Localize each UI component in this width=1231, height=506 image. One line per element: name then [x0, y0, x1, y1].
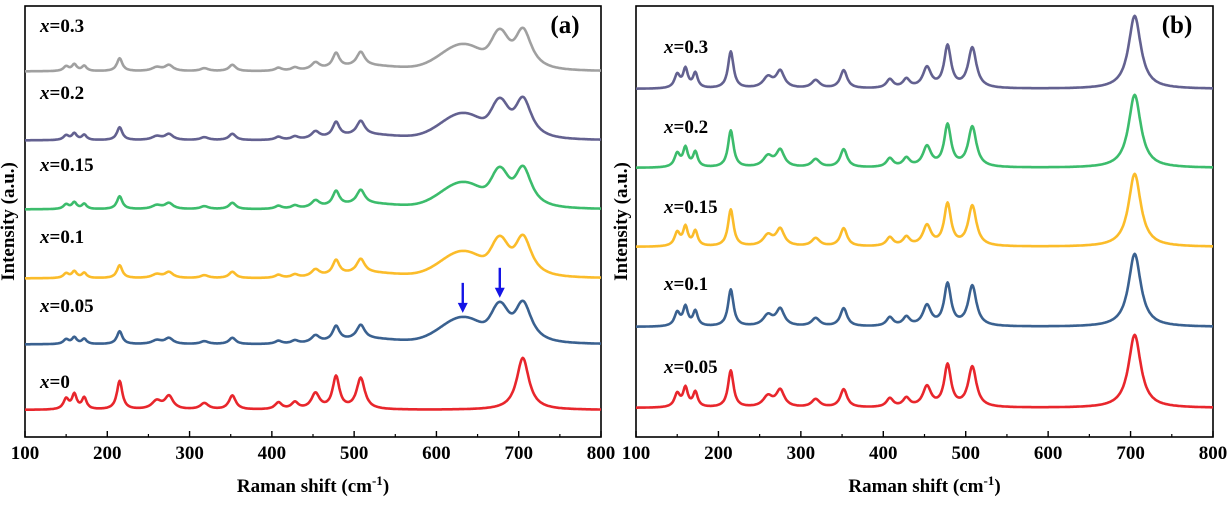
series-label: x=0.3: [39, 16, 84, 37]
panel-a-chart: 100 200 300 400 500 600 700 800 Raman shift (cm-…: [0, 5, 616, 498]
series-line: [635, 172, 1214, 248]
y-axis-title: Intensity (a.u.): [0, 162, 19, 281]
x-tick-label: 400: [258, 443, 287, 464]
x-tick-label: 100: [622, 443, 651, 464]
x-tick-label: 100: [11, 443, 40, 464]
peak-arrow-head: [457, 302, 468, 313]
x-tick-label: 500: [340, 443, 369, 464]
x-axis-title: Raman shift (cm-1): [848, 473, 1000, 498]
panel-tag: (a): [550, 12, 579, 39]
series-line: [635, 252, 1214, 328]
series-label: x=0: [39, 372, 70, 393]
x-tick-label: 300: [175, 443, 204, 464]
series-line: [24, 233, 602, 280]
x-tick-label: 700: [1116, 443, 1145, 464]
series-label: x=0.05: [39, 296, 94, 317]
x-tick-label: 800: [587, 443, 616, 464]
series-line: [635, 93, 1214, 169]
y-axis-title: Intensity (a.u.): [611, 162, 632, 281]
x-tick-label: 200: [704, 443, 733, 464]
series-line: [24, 164, 602, 211]
series-line: [24, 95, 602, 142]
x-axis-title: Raman shift (cm-1): [237, 473, 389, 498]
x-tick-label: 700: [504, 443, 533, 464]
x-tick-label: 600: [422, 443, 451, 464]
series-label: x=0.2: [39, 83, 84, 104]
x-tick-label: 300: [787, 443, 816, 464]
series-label: x=0.3: [663, 37, 708, 58]
x-tick-label: 800: [1199, 443, 1228, 464]
series-line: [24, 26, 602, 73]
series-line: [635, 14, 1214, 90]
series-line: [24, 299, 602, 346]
series-label: x=0.1: [663, 274, 708, 295]
x-tick-label: 200: [93, 443, 122, 464]
series-label: x=0.05: [663, 357, 718, 378]
series-line: [635, 333, 1214, 409]
panel-tag: (b): [1162, 12, 1193, 39]
panel-b-chart: 100 200 300 400 500 600 700 800 Raman shift (cm-…: [611, 5, 1228, 498]
x-tick-label: 600: [1034, 443, 1063, 464]
series-label: x=0.2: [663, 117, 708, 138]
series-label: x=0.15: [663, 197, 718, 218]
x-tick-label: 400: [869, 443, 898, 464]
series-label: x=0.15: [39, 155, 94, 176]
series-label: x=0.1: [39, 227, 84, 248]
x-tick-label: 500: [951, 443, 980, 464]
series-line: [24, 356, 602, 411]
peak-arrow-head: [494, 287, 505, 298]
